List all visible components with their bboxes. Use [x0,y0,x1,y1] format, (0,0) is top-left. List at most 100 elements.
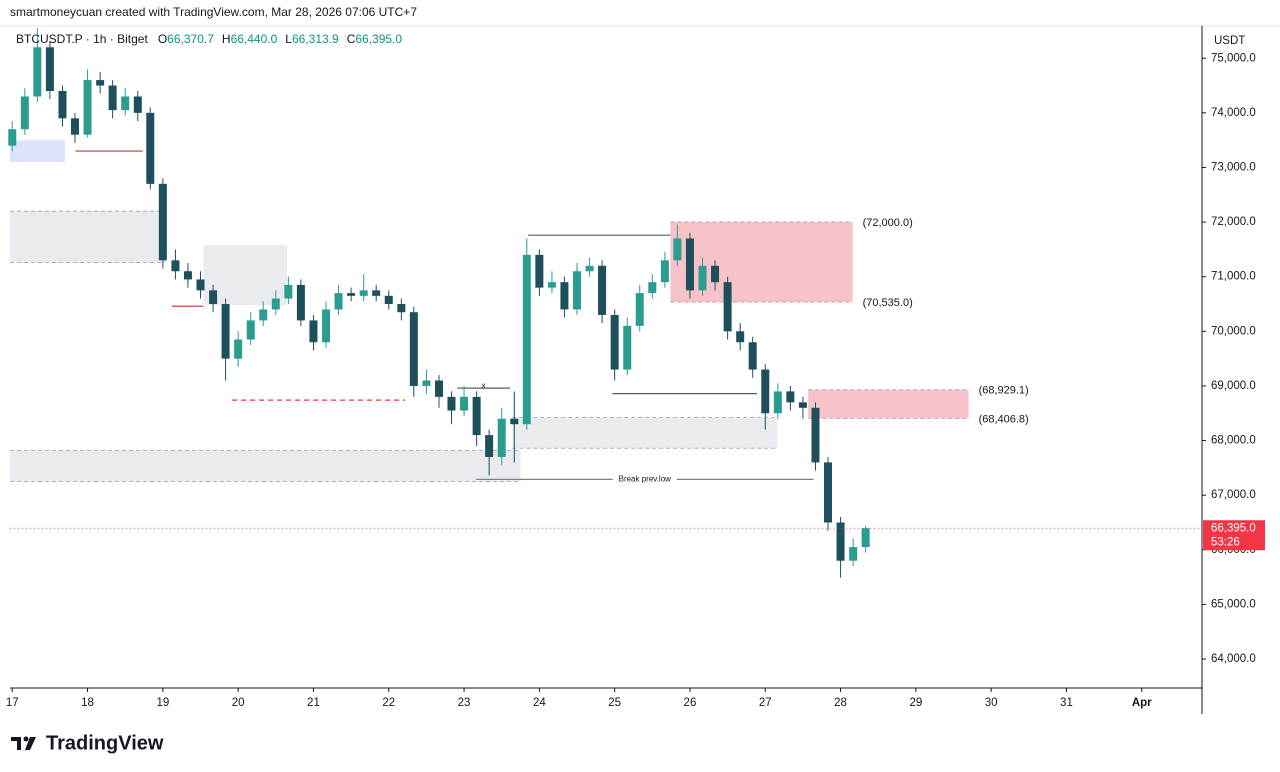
candle-body [146,112,155,184]
candle-body [648,282,657,294]
x-tick-label: 24 [533,697,546,709]
candle-body [547,282,556,288]
x-tick-label: 28 [834,697,847,709]
candle-body [610,314,619,370]
candle-body [460,396,469,411]
y-tick-label: 72,000.0 [1211,216,1256,228]
candle-body [635,293,644,326]
ohlc-values: O66,370.7 H66,440.0 L66,313.9 C66,395.0 [158,32,403,46]
y-tick-label: 70,000.0 [1211,325,1256,337]
x-tick-label: 17 [6,697,19,709]
last-price: 66,395.0 [1211,522,1256,534]
ohlc-prefix: C [347,32,356,46]
x-tick-label: 19 [156,697,169,709]
zone-label: (68,406.8) [979,413,1029,425]
logo-icon [11,736,36,750]
candle-body [83,80,92,135]
candle-body [322,309,331,343]
candle-body [748,342,757,370]
zone-label: (70,535.0) [863,297,913,309]
candle-body [823,462,832,523]
candle-body [447,396,456,411]
candle-body [698,265,707,291]
candle-body [271,298,280,310]
candle-body [96,80,105,86]
candle-body [221,304,230,359]
candle-body [472,396,481,436]
candle-body [773,391,782,414]
candle-body [121,96,130,111]
x-tick-label: 31 [1060,697,1073,709]
x-tick-label: 23 [458,697,471,709]
ohlc-prefix: H [222,32,231,46]
candle-body [171,260,180,272]
candle-body [623,325,632,370]
candle-body [309,320,318,343]
y-tick-label: 74,000.0 [1211,107,1256,119]
candle-body [685,238,694,291]
candle-body [70,118,79,135]
candle-body [158,183,167,261]
candle-body [723,282,732,332]
zone [10,450,521,482]
candle-body [811,407,820,463]
last-price-tag [1203,520,1265,551]
candle-body [33,47,42,97]
candle-body [58,90,67,119]
candle-body [209,290,218,305]
y-tick-label: 65,000.0 [1211,598,1256,610]
candle-body [246,320,255,340]
x-tick-label: 25 [608,697,621,709]
currency: USDT [1214,35,1245,47]
candle-body [522,254,531,425]
candle-body [334,293,343,310]
zone-label: (68,929.1) [979,385,1029,397]
candle-body [598,265,607,315]
y-tick-label: 69,000.0 [1211,380,1256,392]
candle-body [761,369,770,414]
x-tick-label: Apr [1132,697,1152,709]
ohlc-prefix: O [158,32,167,46]
y-tick-label: 73,000.0 [1211,161,1256,173]
candle-body [409,312,418,386]
candle-body [585,265,594,272]
y-tick-label: 67,000.0 [1211,489,1256,501]
x-tick-label: 21 [307,697,320,709]
y-tick-label: 68,000.0 [1211,435,1256,447]
zone [808,389,969,419]
candle-body [849,547,858,561]
logo-text: TradingView [46,732,164,754]
candle-body [108,85,117,111]
level-label: x [482,381,486,390]
x-tick-label: 18 [81,697,94,709]
zone [203,245,288,306]
zone [512,417,778,449]
ohlc-value: 66,313.9 [292,32,339,46]
candle-body [384,295,393,305]
candle-body [660,260,669,283]
candle-body [372,290,381,296]
ohlc-prefix: L [285,32,292,46]
x-tick-label: 27 [759,697,772,709]
candle-body [673,238,682,261]
candle-body [296,284,305,321]
candle-body [497,418,506,457]
x-tick-label: 29 [909,697,922,709]
x-tick-label: 26 [684,697,697,709]
candle-body [422,380,431,386]
x-tick-label: 22 [382,697,395,709]
candle-body [20,96,29,130]
countdown: 53:26 [1211,536,1240,548]
candle-body [284,284,293,299]
candle-body [711,265,720,283]
level-label: Break prev.low [619,474,672,483]
candle-body [861,528,870,548]
candle-body [183,271,192,280]
candle-body [259,309,268,321]
ohlc-value: 66,440.0 [231,32,278,46]
candle-body [359,290,368,296]
x-tick-label: 30 [985,697,998,709]
candle-body [434,380,443,397]
y-tick-label: 64,000.0 [1211,653,1256,665]
